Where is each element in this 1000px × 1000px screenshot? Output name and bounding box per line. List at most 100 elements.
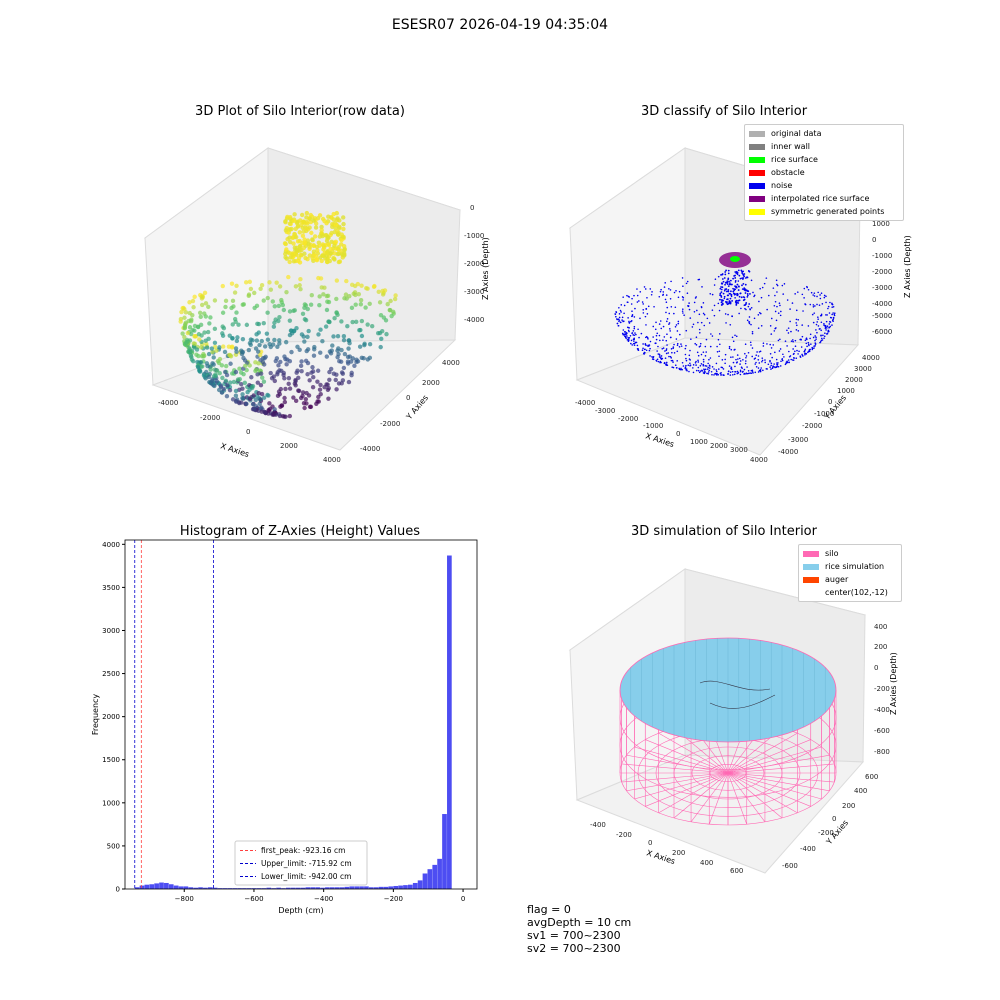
noise-point [726,303,729,306]
scatter-point [210,361,215,366]
noise-point [617,318,620,321]
silo-floor-spoke [626,772,729,792]
noise-point [823,322,825,325]
scatter-point [244,322,250,328]
scatter-point [315,368,321,373]
noise-point [659,290,662,293]
scatter-point [289,226,294,232]
noise-point [702,364,705,367]
noise-point [741,277,743,279]
noise-point [706,368,709,370]
scatter-point [310,384,316,390]
noise-point [626,294,628,297]
noise-point [641,301,644,303]
histogram-bar [227,888,233,889]
scatter-point [293,284,299,289]
scatter-point [297,347,302,353]
scatter-point [260,356,266,361]
scatter-point [304,210,310,216]
noise-point [740,307,742,310]
noise-point [775,358,778,361]
noise-point [699,332,701,334]
scatter-point [281,370,286,376]
noise-point [703,368,705,370]
noise-point [813,347,815,349]
noise-point [792,348,794,350]
classify-scatter-points [614,252,836,376]
noise-point [719,343,721,346]
noise-point [716,372,718,375]
scatter-point [307,244,312,250]
scatter-point [305,372,310,377]
noise-point [635,341,638,344]
noise-point [815,338,817,340]
scatter-point [367,341,373,347]
scatter-point [206,374,212,380]
scatter-point [282,395,287,401]
scatter-point [335,354,340,360]
noise-point [669,355,672,358]
noise-point [632,334,634,336]
noise-point [665,349,668,352]
noise-point [631,332,633,334]
silo-floor-spoke [727,772,748,825]
noise-point [722,299,724,302]
noise-point [700,363,703,365]
scatter-point [220,283,225,289]
legend-swatch [749,130,765,137]
noise-point [732,290,735,293]
noise-point [680,345,683,347]
scatter-point [321,292,326,297]
noise-point [742,273,745,276]
noise-point [806,345,808,348]
noise-point [682,285,684,287]
scatter-point [291,259,297,264]
scatter-point [302,339,307,344]
noise-point [682,312,684,314]
classify-z-tick: -6000 [872,328,892,336]
scatter-point [322,285,327,290]
noise-point [620,311,622,313]
scatter-point [324,250,329,256]
noise-point [714,372,716,375]
noise-point [633,338,635,341]
noise-point [719,292,722,295]
noise-point [770,362,773,365]
scatter-point [342,296,347,301]
simulation-3d-plot: -400 -200 0 200 400 600 X Axies -600 -40… [568,568,898,875]
scatter-point [229,281,235,286]
noise-point [696,309,698,312]
scatter-point [224,393,230,399]
noise-point [702,351,705,353]
noise-point [820,313,823,316]
scatter-point [259,391,265,397]
classify-x-ticks: -4000 -3000 -2000 -1000 0 1000 2000 3000… [575,399,768,464]
noise-point [720,304,723,306]
noise-point [791,359,794,361]
noise-point [630,320,632,323]
noise-point [671,366,673,368]
scatter-point [284,247,289,252]
y-tick-label: 3500 [102,584,120,592]
noise-point [733,349,735,351]
noise-point [802,355,804,357]
noise-point [831,324,833,326]
noise-point [651,358,654,360]
noise-point [648,344,651,346]
noise-point [761,360,763,363]
noise-point [736,354,739,356]
noise-point [623,312,625,315]
noise-point [790,340,793,342]
histogram-bar [398,885,403,889]
scatter-point [276,318,281,324]
scatter-point [325,382,330,387]
scatter-point [247,279,253,285]
noise-point [698,313,701,316]
simulation-z-ticks: 400 200 0 -200 -400 -600 -800 [874,623,890,756]
scatter-point [329,230,334,236]
noise-point [666,344,668,346]
noise-point [762,342,765,345]
histogram-bar [286,887,291,889]
noise-point [820,292,823,295]
noise-point [729,279,732,282]
